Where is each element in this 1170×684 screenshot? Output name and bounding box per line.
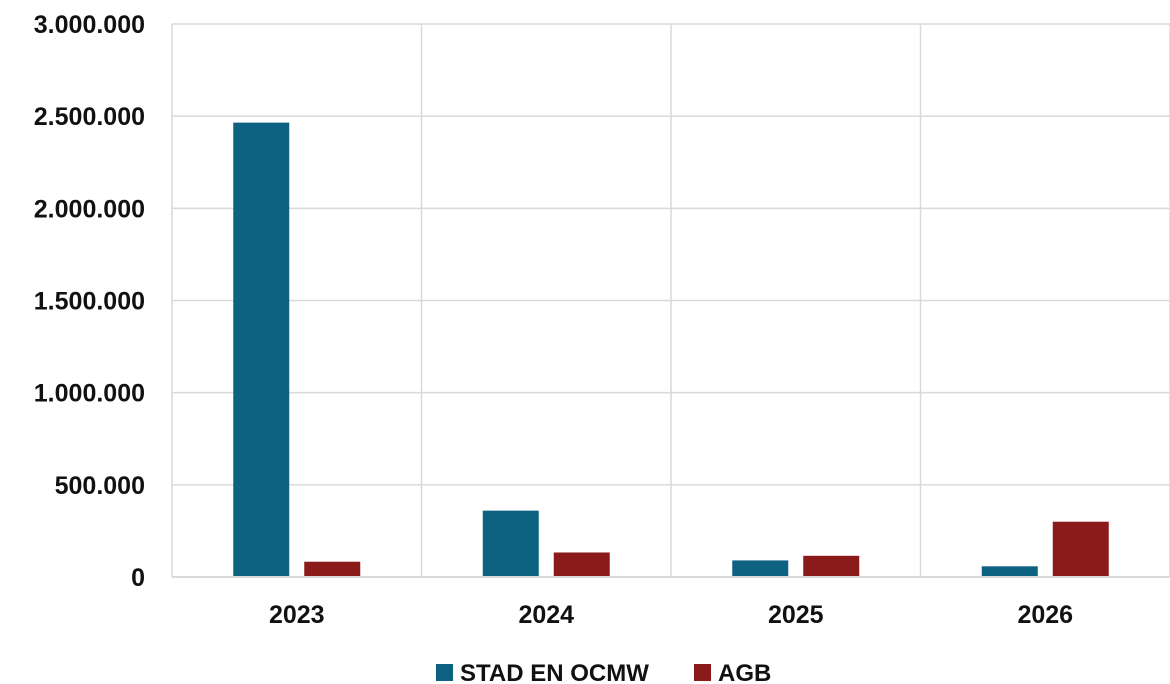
bar-agb-2026 <box>1052 521 1109 577</box>
legend-label: AGB <box>718 660 771 684</box>
y-tick-label: 1.000.000 <box>34 380 145 408</box>
legend-swatch <box>694 664 711 681</box>
legend-label: STAD EN OCMW <box>460 660 649 684</box>
y-tick-label: 1.500.000 <box>34 288 145 316</box>
legend-item-stad-en-ocmw: STAD EN OCMW <box>436 660 649 684</box>
bar-stad-en-ocmw-2024 <box>482 510 539 577</box>
bars <box>233 122 1109 577</box>
y-tick-label: 2.000.000 <box>34 195 145 223</box>
gridlines <box>171 23 1170 577</box>
y-tick-label: 500.000 <box>55 472 145 500</box>
x-tick-label: 2024 <box>518 601 574 629</box>
bar-agb-2024 <box>553 552 610 577</box>
x-axis-tick-labels: 2023 2024 2025 2026 <box>269 601 1073 629</box>
bar-agb-2023 <box>304 561 361 577</box>
bar-stad-en-ocmw-2025 <box>732 560 789 577</box>
y-tick-label: 0 <box>131 564 145 592</box>
legend: STAD EN OCMW AGB <box>436 660 771 684</box>
y-tick-label: 3.000.000 <box>34 11 145 39</box>
legend-swatch <box>436 664 453 681</box>
x-tick-label: 2026 <box>1017 601 1073 629</box>
legend-item-agb: AGB <box>694 660 771 684</box>
y-tick-label: 2.500.000 <box>34 103 145 131</box>
y-axis-tick-labels: 0 500.000 1.000.000 1.500.000 2.000.000 2.500… <box>34 11 145 592</box>
bar-stad-en-ocmw-2023 <box>233 122 290 577</box>
bar-agb-2025 <box>803 555 860 577</box>
x-tick-label: 2023 <box>269 601 325 629</box>
bar-stad-en-ocmw-2026 <box>981 566 1038 577</box>
x-tick-label: 2025 <box>768 601 824 629</box>
